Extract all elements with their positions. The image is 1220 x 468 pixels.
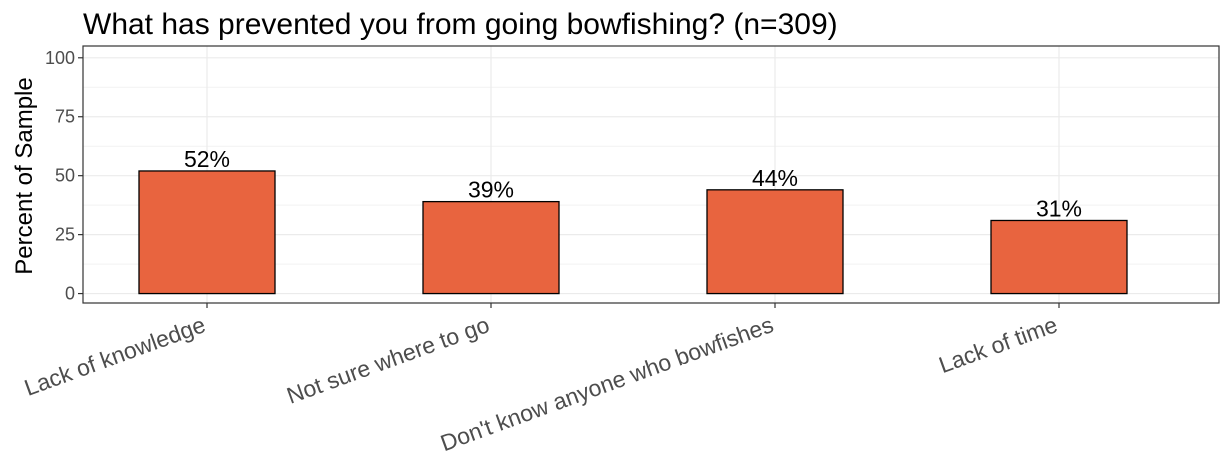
bar xyxy=(422,200,560,295)
y-tick-label: 75 xyxy=(55,107,75,127)
data-label: 39% xyxy=(468,177,514,203)
x-tick-label: Lack of time xyxy=(935,311,1060,378)
y-axis-label: Percent of Sample xyxy=(11,77,38,274)
y-tick-label: 100 xyxy=(45,48,75,68)
chart-title: What has prevented you from going bowfis… xyxy=(83,8,838,41)
y-tick-label: 50 xyxy=(55,166,75,186)
data-label: 52% xyxy=(184,146,230,172)
y-tick-label: 25 xyxy=(55,225,75,245)
bar xyxy=(138,170,276,295)
bar xyxy=(706,189,844,295)
x-tick-label: Not sure where to go xyxy=(283,311,493,408)
bars xyxy=(138,170,1128,295)
data-label: 31% xyxy=(1036,195,1082,221)
y-axis-ticks: 0 25 50 75 100 xyxy=(45,48,83,304)
data-labels: 52% 39% 44% 31% xyxy=(184,146,1082,222)
bar xyxy=(990,219,1128,295)
x-axis-ticks: Lack of knowledge Not sure where to goDon… xyxy=(21,303,1061,456)
plot-panel-border xyxy=(82,45,1220,304)
x-tick-label: Lack of knowledge xyxy=(21,311,209,401)
y-tick-label: 0 xyxy=(65,284,75,304)
data-label: 44% xyxy=(752,165,798,191)
